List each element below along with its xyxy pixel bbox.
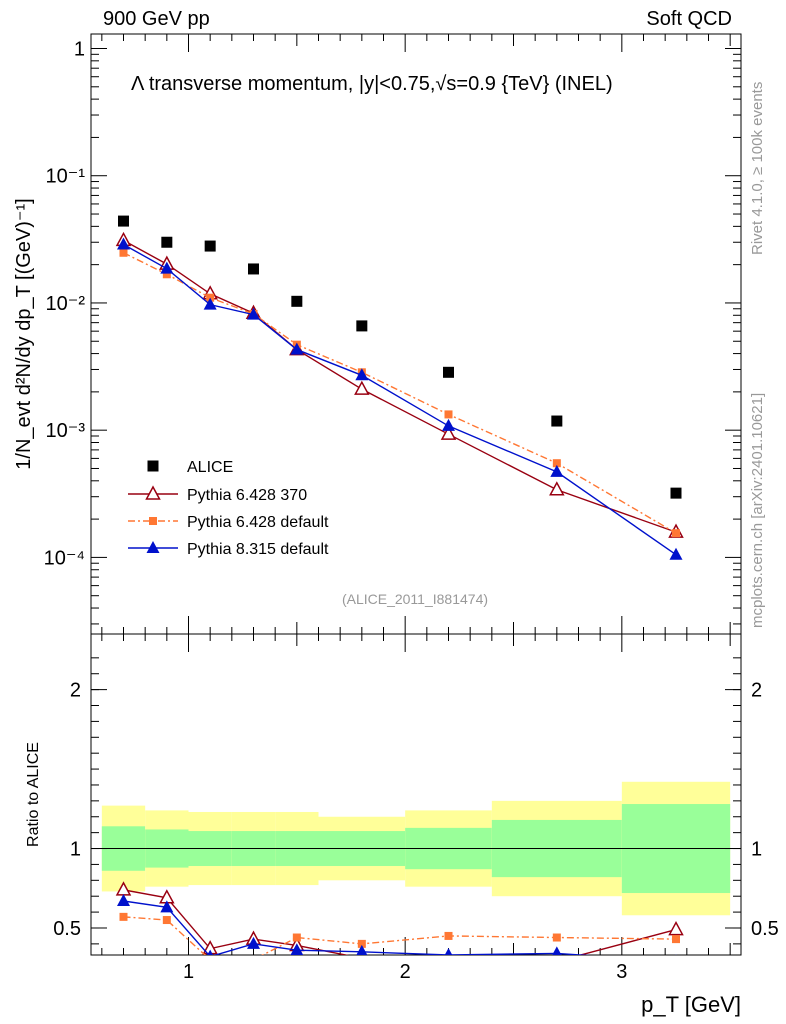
main-point-pythia-8-315-default-6	[442, 418, 455, 431]
ratio-point-pythia-8-315-default-5	[356, 944, 368, 955]
legend-label-alice: ALICE	[187, 459, 233, 476]
ratio-line-pythia-6-428-default	[123, 916, 677, 955]
ratio-ytick-label-right-2: 0.5	[751, 918, 779, 940]
ratio-point-pythia-6-428-default-7	[552, 933, 561, 942]
main-point-pythia-8-315-default-0	[117, 237, 130, 250]
main-point-alice-5	[356, 320, 368, 332]
main-point-pythia-8-315-default-4	[290, 342, 304, 355]
analysis-id: (ALICE_2011_I881474)	[342, 591, 488, 607]
ratio-point-pythia-6-428-default-2	[206, 956, 214, 964]
ratio-point-pythia-6-428-370-7	[555, 952, 559, 955]
main-point-alice-3	[248, 263, 259, 275]
ratio-xtick-label-1: 1	[183, 961, 194, 983]
main-ytick-label-0: 1	[74, 38, 85, 60]
main-ylabel: 1/N_evt d²N/dy dp_T [(GeV)⁻¹]	[13, 198, 35, 469]
main-point-pythia-6-428-370-5	[354, 380, 370, 395]
main-point-alice-8	[670, 487, 682, 499]
main-point-alice-1	[161, 236, 173, 248]
ratio-ytick-label-right-1: 1	[751, 839, 762, 861]
legend-label-pythia-8-315-default: Pythia 8.315 default	[187, 541, 329, 558]
ratio-point-pythia-8-315-default-3	[247, 936, 260, 949]
ratio-point-pythia-6-428-default-5	[357, 939, 366, 948]
ratio-point-pythia-6-428-370-8	[668, 920, 684, 936]
header-left: 900 GeV pp	[103, 8, 210, 30]
ratio-xtick-label-2: 2	[400, 961, 411, 983]
legend-label-pythia-6-428-default: Pythia 6.428 default	[187, 514, 329, 531]
legend-label-pythia-6-428-370: Pythia 6.428 370	[187, 487, 307, 504]
ratio-point-pythia-6-428-default-6	[444, 931, 453, 940]
main-point-pythia-8-315-default-5	[355, 368, 369, 381]
main-point-alice-6	[443, 366, 454, 378]
ratio-point-pythia-8-315-default-4	[290, 943, 304, 955]
main-point-alice-2	[204, 240, 216, 252]
ratio-ytick-label-right-0: 2	[751, 680, 762, 702]
main-point-alice-4	[291, 295, 303, 307]
ratio-point-pythia-8-315-default-2	[207, 949, 214, 955]
ratio-point-pythia-6-428-default-1	[162, 916, 171, 925]
ratio-frame	[90, 633, 742, 956]
legend-marker-alice	[147, 460, 159, 472]
main-point-pythia-8-315-default-7	[550, 464, 564, 477]
ratio-point-pythia-8-315-default-6	[444, 948, 453, 955]
main-point-pythia-6-428-default-1	[162, 270, 171, 279]
main-point-alice-7	[551, 415, 563, 427]
legend-marker-pythia-6-428-default	[149, 517, 157, 525]
legend-marker-pythia-6-428-370	[145, 485, 161, 500]
main-point-pythia-8-315-default-3	[247, 307, 260, 320]
ratio-ytick-label-1: 1	[70, 839, 81, 861]
ratio-point-pythia-8-315-default-0	[117, 893, 130, 906]
ratio-point-pythia-8-315-default-8	[675, 954, 677, 955]
main-point-pythia-8-315-default-8	[669, 547, 683, 560]
main-ytick-label-3: 10⁻³	[46, 420, 86, 442]
chart-title: Λ transverse momentum, |y|<0.75,√s=0.9 {…	[131, 73, 613, 95]
ratio-xtick-label-3: 3	[616, 961, 627, 983]
main-ytick-label-4: 10⁻⁴	[44, 547, 85, 569]
main-point-pythia-6-428-default-7	[552, 459, 561, 468]
ratio-series-group	[115, 881, 684, 964]
legend-marker-pythia-8-315-default	[146, 541, 160, 553]
main-point-pythia-8-315-default-2	[203, 297, 217, 310]
ratio-ytick-label-2: 0.5	[53, 918, 81, 940]
ratio-point-pythia-6-428-default-4	[292, 933, 301, 942]
main-point-pythia-6-428-default-6	[444, 410, 453, 419]
main-point-alice-0	[118, 215, 129, 227]
ratio-point-pythia-6-428-default-0	[119, 912, 128, 921]
ratio-point-pythia-6-428-default-8	[672, 935, 680, 944]
ratio-ylabel: Ratio to ALICE	[25, 742, 42, 847]
ratio-point-pythia-8-315-default-1	[160, 900, 174, 913]
main-ytick-label-2: 10⁻²	[46, 293, 86, 315]
main-point-pythia-8-315-default-1	[160, 261, 174, 274]
ratio-point-pythia-6-428-default-3	[250, 956, 258, 964]
main-point-pythia-6-428-default-0	[119, 248, 128, 257]
ratio-point-pythia-8-315-default-7	[552, 946, 562, 955]
main-point-pythia-6-428-370-7	[549, 481, 565, 496]
main-point-pythia-6-428-370-6	[440, 425, 457, 440]
main-ytick-label-1: 10⁻¹	[46, 166, 86, 188]
header-right: Soft QCD	[646, 8, 732, 30]
ratio-xlabel: p_T [GeV]	[641, 992, 741, 1017]
main-point-pythia-6-428-default-8	[672, 529, 680, 538]
ratio-ytick-label-0: 2	[70, 680, 81, 702]
